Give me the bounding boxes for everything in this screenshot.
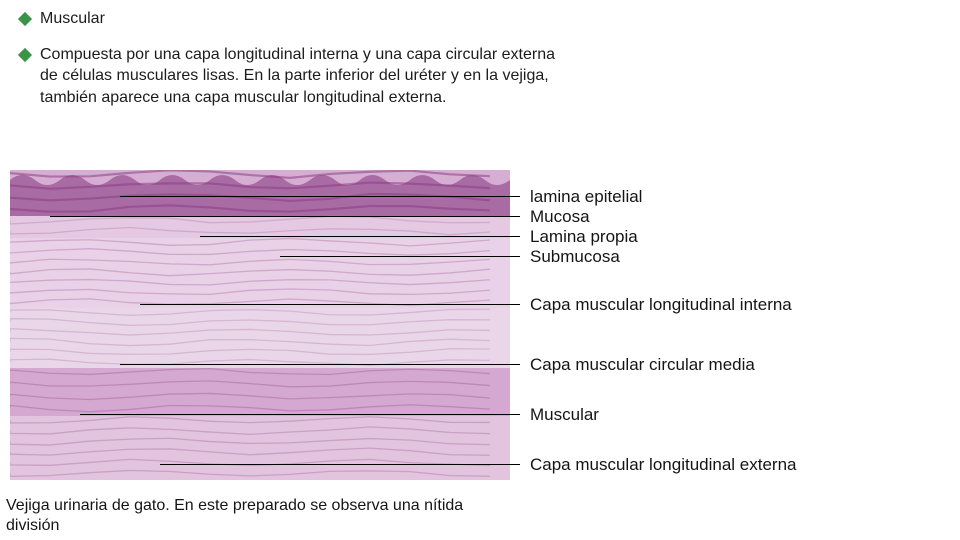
bullet-diamond-icon	[18, 48, 32, 62]
layer-label: Lamina propia	[530, 226, 638, 247]
bullet-text: Compuesta por una capa longitudinal inte…	[40, 44, 560, 109]
bullet-item: Compuesta por una capa longitudinal inte…	[0, 44, 560, 109]
histology-figure	[10, 170, 510, 480]
slide: Muscular Compuesta por una capa longitud…	[0, 0, 960, 540]
layer-label: Capa muscular circular media	[530, 354, 755, 375]
layer-label: Submucosa	[530, 246, 620, 267]
bullet-diamond-icon	[18, 12, 32, 26]
bullet-text: Muscular	[40, 8, 105, 30]
layer-label: Mucosa	[530, 206, 590, 227]
histology-svg	[10, 170, 510, 480]
layer-label: Capa muscular longitudinal externa	[530, 454, 797, 475]
bullet-item: Muscular	[0, 8, 560, 30]
layer-label: Muscular	[530, 404, 599, 425]
layer-label: lamina epitelial	[530, 186, 642, 207]
bullets-block: Muscular Compuesta por una capa longitud…	[0, 8, 560, 122]
caption: Vejiga urinaria de gato. En este prepara…	[6, 496, 486, 536]
layer-label: Capa muscular longitudinal interna	[530, 294, 792, 315]
